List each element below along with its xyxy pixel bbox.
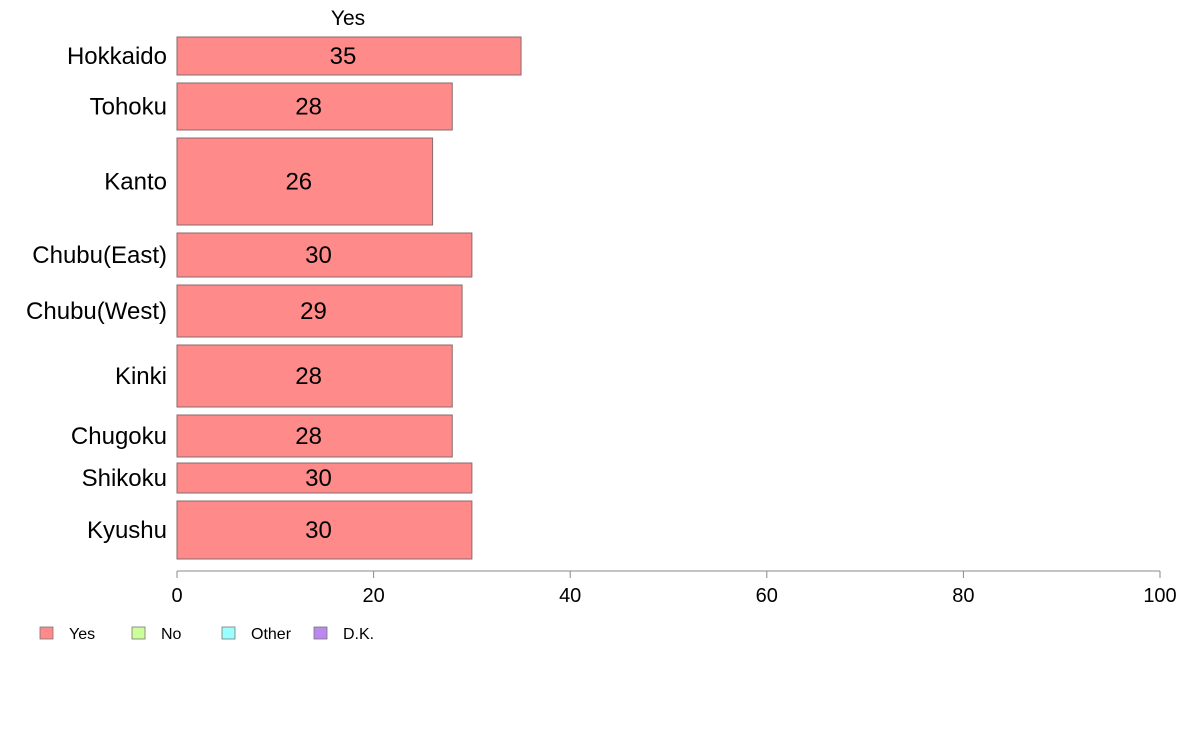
- legend-label: No: [161, 626, 182, 643]
- x-tick-label: 40: [559, 585, 581, 607]
- x-tick-label: 0: [171, 585, 182, 607]
- x-tick-label: 60: [756, 585, 778, 607]
- legend-swatch: [39, 626, 54, 640]
- bar-value-label: 30: [305, 242, 332, 269]
- bar-value-label: 30: [305, 465, 332, 492]
- bar-value-label: 35: [330, 43, 357, 70]
- bar-segment: [176, 137, 434, 226]
- bar-segment: [176, 36, 522, 76]
- category-label: Kanto: [104, 169, 167, 196]
- x-tick-label: 100: [1143, 585, 1176, 607]
- series-column-label: Yes: [331, 7, 365, 30]
- x-axis: 0 20 40 60 80 100: [171, 570, 1177, 607]
- legend-label: Yes: [69, 626, 95, 643]
- legend-label: Other: [251, 626, 292, 643]
- legend: Yes No Other D.K.: [39, 626, 374, 643]
- category-label: Hokkaido: [67, 43, 167, 70]
- bar-segment: [176, 344, 453, 408]
- bar-segment: [176, 462, 473, 494]
- bar-segment: [176, 82, 453, 131]
- bar-value-label: 28: [295, 423, 322, 450]
- bars-group: Hokkaido 35 Tohoku 28 Kanto 26 Chubu(East) 30 Ch…: [26, 36, 522, 560]
- legend-swatch: [131, 626, 146, 640]
- bar-segment: [176, 414, 453, 458]
- bar-segment: [176, 232, 473, 278]
- category-label: Shikoku: [82, 465, 167, 492]
- category-label: Kinki: [115, 363, 167, 390]
- x-tick-label: 80: [952, 585, 974, 607]
- legend-swatch: [313, 626, 328, 640]
- category-label: Tohoku: [90, 94, 167, 121]
- x-tick-label: 20: [362, 585, 384, 607]
- bar-value-label: 26: [285, 169, 312, 196]
- category-label: Kyushu: [87, 517, 167, 544]
- bar-segment: [176, 500, 473, 560]
- bar-value-label: 29: [300, 298, 327, 325]
- category-label: Chubu(West): [26, 298, 167, 325]
- legend-swatch: [221, 626, 236, 640]
- category-label: Chugoku: [71, 423, 167, 450]
- bar-value-label: 30: [305, 517, 332, 544]
- bar-segment: [176, 284, 463, 338]
- bar-value-label: 28: [295, 363, 322, 390]
- category-label: Chubu(East): [32, 242, 167, 269]
- legend-label: D.K.: [343, 626, 374, 643]
- bar-value-label: 28: [295, 94, 322, 121]
